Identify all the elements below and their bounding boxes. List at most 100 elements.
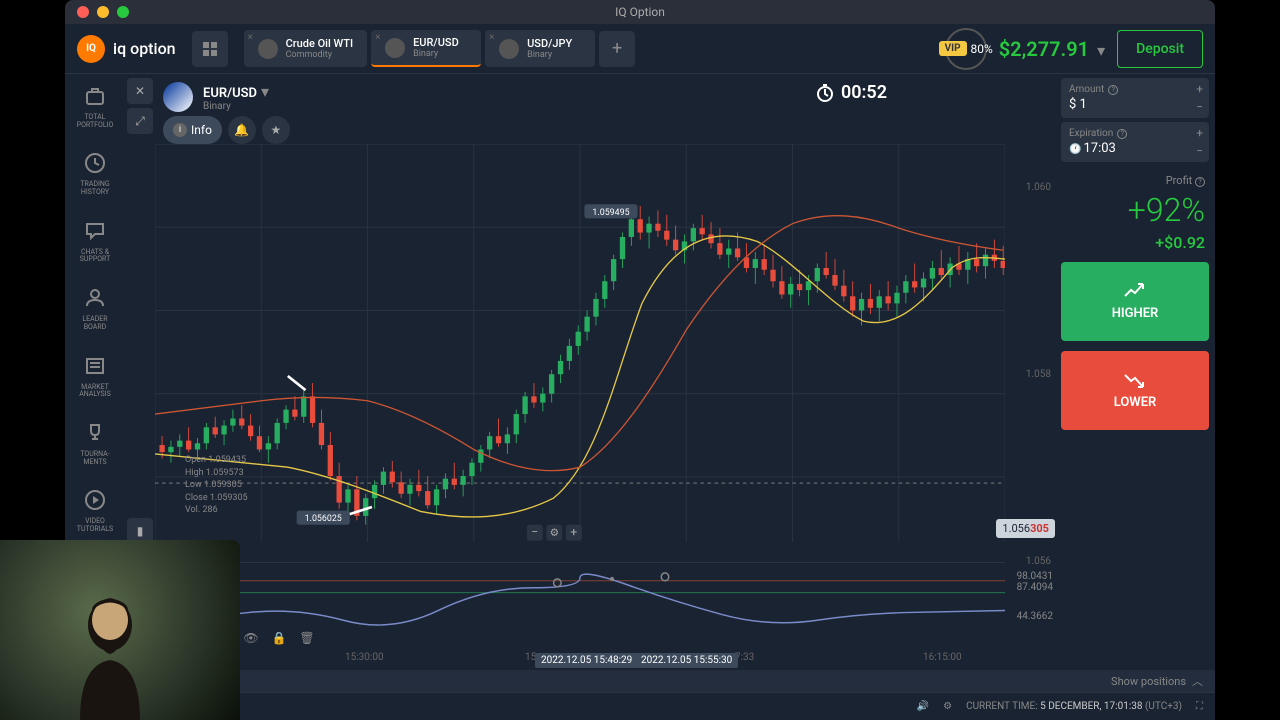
expiration-minus-button[interactable]: − [1196,144,1203,158]
chevron-down-icon: ▾ [261,82,269,101]
bell-icon[interactable]: 🔔 [228,116,256,144]
time-tooltip: 2022.12.05 15:55:30 [635,653,738,668]
logo-text: iq option [113,39,176,58]
tab-close-icon[interactable]: × [489,32,494,43]
indicator-panel: ▸ ✕ ⧉ 👁 🔒 🗑 98.04 [155,562,1005,652]
tab-type: Binary [413,49,459,59]
asset-tabs: × Crude Oil WTICommodity× EUR/USDBinary×… [244,30,596,67]
vip-percentage: 80% [971,42,993,56]
minimize-window-button[interactable] [97,6,109,18]
profit-percentage: +92% [1061,191,1209,229]
ohlc-display: Open 1.059435 High 1.059573 Low 1.059305… [185,454,248,517]
logo[interactable]: IQ iq option [77,35,176,63]
price-axis-label: 1.060 [1026,182,1051,193]
person-silhouette [60,590,160,720]
tab-type: Binary [527,50,572,60]
tab-close-icon[interactable]: × [375,32,380,43]
nav-item-news[interactable]: MARKETANALYSIS [79,352,111,399]
trophy-icon [81,419,109,447]
ohlc-low: Low 1.059305 [185,479,248,492]
nav-item-clock[interactable]: TRADINGHISTORY [80,149,109,196]
svg-text:⚙: ⚙ [550,526,560,539]
time-axis-label: 16:15:00 [923,652,962,663]
amount-minus-button[interactable]: − [1196,100,1203,114]
lower-label: LOWER [1114,395,1157,410]
info-label: Info [191,123,212,137]
balance-display[interactable]: $2,277.91 ▾ [999,37,1105,61]
indicator-value-2: 87.4094 [1017,582,1053,593]
user-icon [81,284,109,312]
news-icon [81,352,109,380]
nav-label: LEADERBOARD [82,316,107,331]
nav-item-play[interactable]: VIDEOTUTORIALS [77,486,113,533]
time-tooltip: 2022.12.05 15:48:29 [535,653,638,668]
trend-up-icon [1123,282,1147,300]
lower-button[interactable]: LOWER [1061,351,1209,430]
vip-indicator[interactable]: VIP 80% [945,28,987,70]
amount-input-row[interactable]: Amount ? $ 1 + − [1061,78,1209,118]
info-button[interactable]: iInfo [163,116,222,144]
asset-tab-0[interactable]: × Crude Oil WTICommodity [244,30,368,67]
asset-tab-1[interactable]: × EUR/USDBinary [371,30,481,67]
amount-plus-button[interactable]: + [1196,82,1203,96]
tab-type: Commodity [286,50,354,60]
higher-button[interactable]: HIGHER [1061,262,1209,341]
stopwatch-icon [815,83,835,103]
indicator-value-1: 98.0431 [1017,571,1053,582]
countdown-timer: 00:52 [815,82,887,103]
indicator-value-3: 44.3662 [1017,611,1053,622]
profit-label: Profit [1166,174,1193,187]
tab-name: Crude Oil WTI [286,37,354,50]
ohlc-high: High 1.059573 [185,467,248,480]
lock-icon[interactable]: 🔒 [269,628,289,648]
timer-value: 00:52 [841,82,887,103]
asset-tab-2[interactable]: × USD/JPYBinary [485,30,595,67]
indicator-values: 98.0431 87.4094 44.3662 [1017,571,1053,622]
titlebar: IQ Option [65,0,1215,24]
grid-menu-button[interactable] [192,31,228,67]
chart-pair-name[interactable]: EUR/USD [203,86,257,101]
trash-icon[interactable]: 🗑 [297,628,317,648]
close-panel-button[interactable]: ✕ [127,78,153,104]
fullscreen-icon[interactable]: ⛶ [1196,701,1203,712]
briefcase-icon [81,82,109,110]
asset-flag-icon [499,39,519,59]
nav-item-chat[interactable]: CHATS &SUPPORT [80,217,111,264]
nav-item-briefcase[interactable]: TOTALPORTFOLIO [77,82,114,129]
nav-item-user[interactable]: LEADERBOARD [81,284,109,331]
price-axis-label: 1.058 [1026,369,1051,380]
price-chart[interactable]: 1.0594951.056025−⚙+ [155,144,1005,542]
current-price-badge: 1.056305 [996,519,1055,538]
nav-label: TOURNA-MENTS [80,451,109,466]
deposit-button[interactable]: Deposit [1117,30,1203,68]
expand-tool-button[interactable]: ⤢ [127,108,153,134]
nav-label: TOTALPORTFOLIO [77,114,114,129]
amount-value: $ 1 [1069,97,1201,112]
maximize-window-button[interactable] [117,6,129,18]
nav-item-trophy[interactable]: TOURNA-MENTS [80,419,109,466]
expiration-plus-button[interactable]: + [1196,126,1203,140]
clock-icon [81,149,109,177]
volume-icon[interactable]: 🔊 [917,701,929,712]
eye-icon[interactable]: 👁 [241,628,261,648]
webcam-overlay [0,540,240,720]
price-axis: 1.0601.0581.0561.056305 [1005,144,1055,552]
add-tab-button[interactable]: + [599,31,635,67]
vip-badge: VIP [939,41,967,56]
svg-text:1.059495: 1.059495 [592,208,629,218]
close-window-button[interactable] [77,6,89,18]
star-icon[interactable]: ★ [262,116,290,144]
svg-text:−: − [531,526,538,540]
settings-icon[interactable]: ⚙ [943,701,952,712]
expiration-input-row[interactable]: Expiration ? 🕐17:03 + − [1061,122,1209,162]
nav-label: VIDEOTUTORIALS [77,518,113,533]
ohlc-volume: Vol. 286 [185,504,248,517]
trade-panel: Amount ? $ 1 + − Expiration ? 🕐17:03 + −… [1055,74,1215,692]
nav-label: CHATS &SUPPORT [80,249,111,264]
amount-label: Amount [1069,84,1104,95]
ohlc-open: Open 1.059435 [185,454,248,467]
chart-area: EUR/USD▾ Binary iInfo 🔔 ★ 00:52 1.059495… [155,74,1055,692]
current-time-display: CURRENT TIME: 5 DECEMBER, 17:01:38 (UTC+… [966,701,1182,712]
time-axis: 15:30:00157:3316:15:002022.12.05 15:48:2… [155,652,1005,668]
tab-close-icon[interactable]: × [248,32,253,43]
